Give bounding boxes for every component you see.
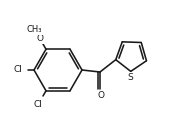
Text: Cl: Cl	[34, 100, 42, 109]
Text: O: O	[98, 91, 105, 100]
Text: CH₃: CH₃	[27, 25, 42, 34]
Text: O: O	[36, 34, 43, 43]
Text: S: S	[128, 73, 133, 82]
Text: Cl: Cl	[14, 65, 23, 74]
